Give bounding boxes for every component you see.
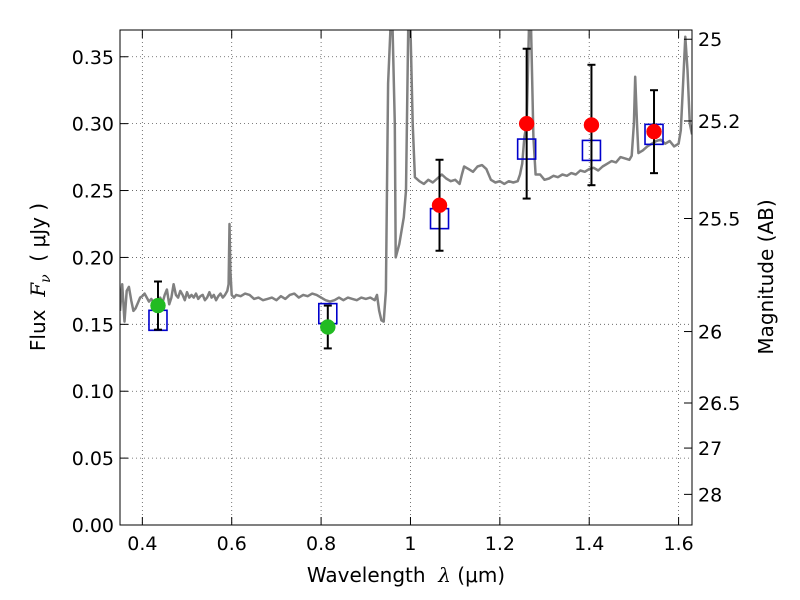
y-tick-label: 0.05 <box>72 448 114 470</box>
x-tick-label: 1.2 <box>485 533 515 555</box>
observed-flux-point <box>431 197 448 214</box>
observed-flux-point <box>518 115 535 132</box>
x-tick-label: 0.4 <box>127 533 157 555</box>
spectrum-line <box>120 30 692 323</box>
y-tick-label: 0.00 <box>72 515 114 537</box>
y-tick-label: 0.25 <box>72 181 114 203</box>
y-axis-label-unit: ( μJy ) <box>26 203 50 275</box>
x-axis-label-prefix: Wavelength <box>307 563 438 587</box>
y2-tick-label: 28 <box>698 484 722 506</box>
y-tick-label: 0.35 <box>72 47 114 69</box>
y2-tick-label: 25.5 <box>698 209 740 231</box>
y-tick-label: 0.20 <box>72 247 114 269</box>
y-axis-label: Flux Fν ( μJy ) <box>26 203 54 351</box>
x-tick-label: 0.8 <box>306 533 336 555</box>
y-tick-label: 0.30 <box>72 114 114 136</box>
y2-axis-label: Magnitude (AB) <box>754 199 778 354</box>
observed-flux-point <box>583 117 600 133</box>
spectrum-layer <box>120 30 692 323</box>
y-tick-label: 0.15 <box>72 314 114 336</box>
y-axis-label-symbol: F <box>26 282 50 298</box>
x-tick-label: 1.6 <box>663 533 693 555</box>
x-tick-label: 1.4 <box>574 533 604 555</box>
y2-tick-label: 25 <box>698 29 722 51</box>
y2-tick-label: 26 <box>698 322 722 344</box>
data-points <box>148 47 664 350</box>
x-tick-label: 0.6 <box>217 533 247 555</box>
axis-ticks: 0.4 0.6 0.8 1 1.2 1.4 1.6 0.00 0.05 0.10 0.15 0.20 0… <box>72 29 741 555</box>
y2-tick-label: 26.5 <box>698 393 740 415</box>
x-axis-label: Wavelength λ (μm) <box>307 563 505 587</box>
y-tick-label: 0.10 <box>72 381 114 403</box>
observed-flux-point <box>320 319 336 335</box>
y2-tick-label: 25.2 <box>698 111 740 133</box>
y2-tick-label: 27 <box>698 438 722 460</box>
x-tick-label: 1 <box>404 533 416 555</box>
plot-frame <box>119 29 693 526</box>
x-axis-label-symbol: λ <box>437 563 451 587</box>
y-axis-label-subscript: ν <box>38 274 54 283</box>
observed-flux-point <box>150 297 166 314</box>
x-axis-label-unit: (μm) <box>451 563 505 587</box>
observed-flux-point <box>646 123 662 140</box>
y-axis-label-prefix: Flux <box>26 297 50 351</box>
